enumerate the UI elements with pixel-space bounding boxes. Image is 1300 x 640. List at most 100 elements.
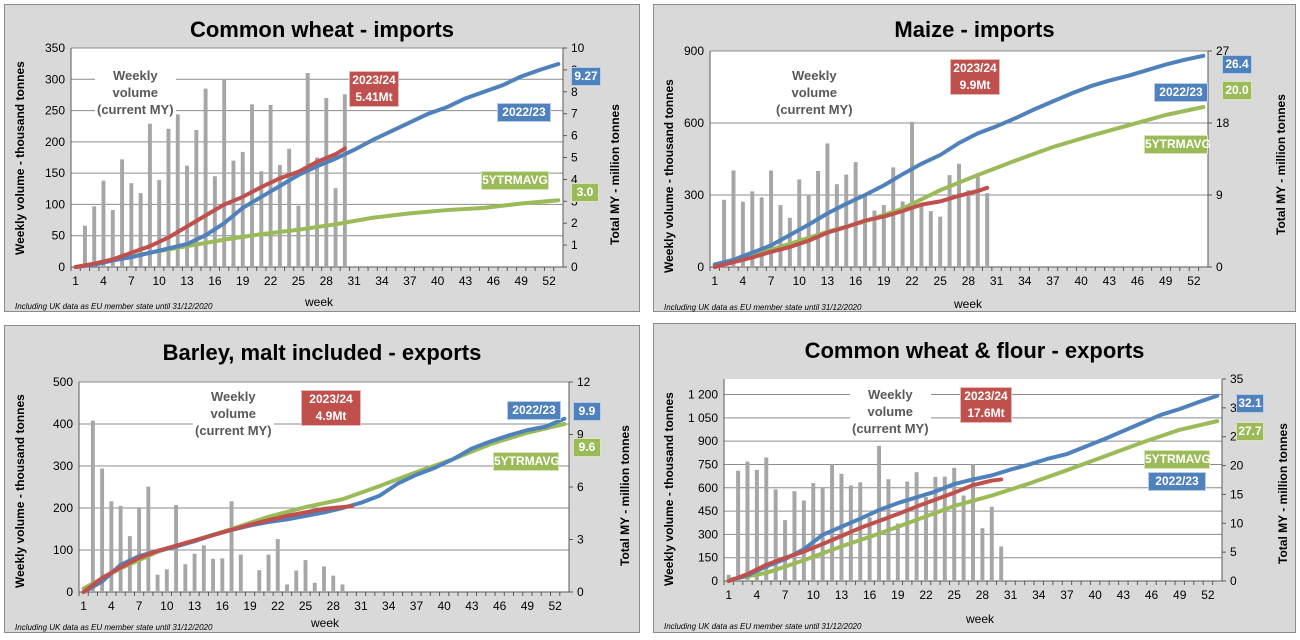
- y-tick-right: 10: [571, 41, 585, 55]
- badge-2023-24: 2023/24 5.41Mt: [349, 71, 399, 107]
- weekly-volume-bar: [315, 157, 319, 267]
- weekly-volume-bar: [957, 163, 961, 267]
- y-tick-right: 0: [1230, 574, 1237, 588]
- weekly-volume-bar: [971, 464, 975, 581]
- weekly-volume-bar: [754, 469, 759, 581]
- weekly-label-line: Weekly: [867, 387, 913, 402]
- weekly-volume-bar: [294, 570, 299, 592]
- weekly-volume-bar: [966, 190, 971, 267]
- x-tick-label: 13: [188, 599, 202, 613]
- weekly-volume-bar: [82, 225, 87, 267]
- weekly-volume-bar: [980, 528, 985, 581]
- x-axis-label: week: [311, 616, 340, 630]
- chart-svg: 0 300 600 900 0 9 18 27 1 4 7 10 13 16 19 22 25 28 31 34 37 4…: [684, 44, 1230, 288]
- y-tick-left: 400: [53, 417, 73, 431]
- weekly-volume-bar: [736, 470, 741, 581]
- y-axis-label-right: Total MY - million tonnes: [608, 104, 622, 245]
- x-tick-label: 31: [347, 274, 361, 288]
- badge-2023-24: 2023/24 17.6Mt: [960, 387, 1012, 423]
- end-value-2022-23: 26.4: [1222, 55, 1252, 74]
- weekly-label-line: (current MY): [776, 102, 853, 117]
- x-tick-label: 7: [128, 274, 135, 288]
- chart-panel-wheat-flour-exports: Common wheat & flour - exports 0 150 300 45…: [653, 323, 1296, 633]
- x-tick-label: 52: [542, 274, 556, 288]
- x-tick-label: 28: [320, 274, 334, 288]
- line-2023-24: [712, 185, 990, 269]
- x-tick-label: 10: [793, 274, 807, 288]
- weekly-volume-bar: [211, 558, 215, 592]
- x-tick-label: 1: [725, 588, 732, 602]
- y-tick-left: 0: [58, 260, 65, 274]
- weekly-volume-bar: [778, 205, 783, 267]
- weekly-volume-bar: [138, 193, 143, 267]
- weekly-label-line: volume: [210, 406, 257, 421]
- weekly-volume-bar: [287, 148, 292, 267]
- weekly-volume-bar: [268, 104, 273, 267]
- weekly-volume-bar: [303, 560, 308, 592]
- weekly-volume-bar: [250, 104, 254, 267]
- badge-label: 2023/24: [352, 73, 396, 87]
- weekly-label-line: Weekly: [112, 68, 158, 83]
- x-tick-label: 19: [236, 274, 250, 288]
- weekly-volume-bar: [867, 517, 872, 581]
- y-tick-left: 150: [45, 166, 65, 180]
- y-axis-label-left: Weekly volume - thousand tonnes: [13, 394, 27, 588]
- weekly-label-line: (current MY): [97, 102, 174, 117]
- badge-sublabel: 17.6Mt: [967, 406, 1005, 420]
- y-tick-left: 900: [684, 44, 704, 58]
- chart-svg: 0501001502002503003500123456789101471013…: [45, 41, 585, 288]
- y-tick-left: 750: [698, 457, 718, 471]
- y-axis-label-left: Weekly volume - thousand tonnes: [662, 392, 676, 586]
- y-axis-label-right: Total MY - million tonnes: [618, 425, 632, 566]
- x-tick-label: 40: [438, 599, 452, 613]
- x-tick-label: 34: [375, 274, 389, 288]
- x-tick-label: 49: [521, 599, 535, 613]
- weekly-volume-bar: [773, 489, 778, 581]
- badge-label: 2023/24: [964, 389, 1008, 403]
- x-tick-label: 43: [1103, 274, 1117, 288]
- weekly-volume-bar: [834, 184, 839, 267]
- badge-5ytrmavg: 5YTRMAVG: [1144, 135, 1211, 154]
- x-tick-label: 46: [493, 599, 507, 613]
- x-tick-label: 1: [711, 274, 718, 288]
- x-tick-label: 1: [80, 599, 87, 613]
- x-tick-label: 7: [136, 599, 143, 613]
- y-tick-right: 6: [571, 129, 578, 143]
- badge-label: 2023/24: [309, 392, 353, 406]
- x-tick-label: 22: [919, 588, 933, 602]
- badge-sublabel: 9.9Mt: [959, 78, 991, 92]
- y-tick-right: 15: [1230, 487, 1244, 501]
- weekly-volume-bar: [806, 195, 811, 267]
- badge-2022-23: 2022/23: [1148, 472, 1206, 491]
- weekly-volume-bar: [155, 574, 160, 592]
- weekly-volume-bar: [312, 582, 317, 592]
- badge-5ytrmavg: 5YTRMAVG: [481, 171, 549, 190]
- weekly-volume-bar: [853, 162, 858, 267]
- x-tick-label: 13: [835, 588, 849, 602]
- y-tick-right: 4: [571, 172, 578, 186]
- badge-2023-24: 2023/24 9.9Mt: [950, 59, 1000, 95]
- x-tick-label: 28: [327, 599, 341, 613]
- weekly-label-line: (current MY): [852, 421, 929, 436]
- x-tick-label: 19: [891, 588, 905, 602]
- y-axis-label-right: Total MY - million tonnes: [1276, 423, 1290, 564]
- weekly-volume-bar: [324, 98, 329, 267]
- weekly-volume-label: Weekly volume (current MY): [193, 388, 274, 439]
- weekly-volume-bar: [203, 88, 208, 268]
- y-tick-left: 300: [698, 527, 718, 541]
- x-tick-label: 16: [849, 274, 863, 288]
- badge-2023-24: 2023/24 4.9Mt: [301, 390, 361, 426]
- y-tick-left: 300: [45, 72, 65, 86]
- weekly-volume-bar: [830, 464, 835, 581]
- weekly-volume-bar: [118, 505, 123, 592]
- weekly-volume-bar: [919, 203, 924, 267]
- weekly-volume-bar: [811, 483, 816, 581]
- badge-5ytrmavg: 5YTRMAVG: [1144, 450, 1211, 469]
- line-2023-24: [73, 146, 347, 269]
- y-tick-right: 8: [571, 85, 578, 99]
- weekly-volume-bar: [947, 175, 952, 267]
- badge-5ytrmavg: 5YTRMAVG: [493, 452, 560, 471]
- end-value-5ytrmavg: 20.0: [1222, 81, 1252, 100]
- y-axis-label-left: Weekly volume - thousand tonnes: [662, 79, 676, 273]
- chart-panel-common-wheat-imports: Common wheat - imports 0 50 100 150 200 250 30…: [4, 4, 640, 312]
